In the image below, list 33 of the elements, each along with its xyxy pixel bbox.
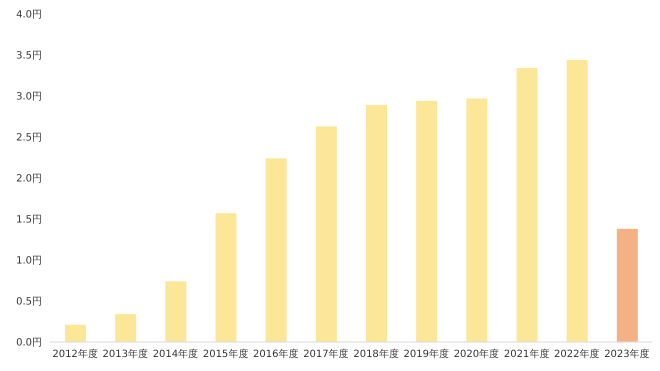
bar: [566, 60, 588, 342]
y-tick-label: 2.0円: [16, 174, 42, 185]
bar: [316, 126, 337, 342]
bar: [366, 105, 387, 342]
bar: [115, 314, 136, 342]
x-tick-label: 2015年度: [202, 348, 248, 360]
x-tick-label: 2023年度: [604, 348, 650, 360]
x-tick-label: 2016年度: [253, 348, 298, 360]
x-tick-label: 2022年度: [554, 348, 600, 360]
x-tick-label: 2014年度: [152, 348, 198, 360]
y-tick-label: 2.5円: [16, 132, 42, 144]
x-tick-label: 2018年度: [353, 348, 399, 360]
x-tick-label: 2021年度: [504, 348, 550, 360]
y-tick-label: 4.0円: [16, 10, 42, 21]
bar: [266, 158, 287, 342]
y-tick-label: 0.0円: [16, 338, 42, 349]
bar: [216, 213, 236, 342]
y-tick-label: 0.5円: [16, 296, 42, 308]
bar: [65, 324, 86, 342]
x-tick-label: 2019年度: [404, 348, 449, 360]
y-tick-label: 3.0円: [16, 92, 42, 103]
bar: [466, 98, 488, 342]
y-tick-label: 1.5円: [16, 214, 42, 226]
y-tick-label: 3.5円: [16, 50, 42, 62]
bar: [516, 68, 538, 342]
x-tick-label: 2013年度: [102, 348, 148, 360]
y-tick-label: 1.0円: [16, 256, 42, 267]
bar: [165, 281, 186, 342]
bar: [416, 100, 438, 342]
x-tick-label: 2017年度: [303, 348, 349, 360]
bar: [616, 228, 638, 342]
x-tick-label: 2012年度: [52, 348, 98, 360]
x-tick-label: 2020年度: [454, 348, 500, 360]
